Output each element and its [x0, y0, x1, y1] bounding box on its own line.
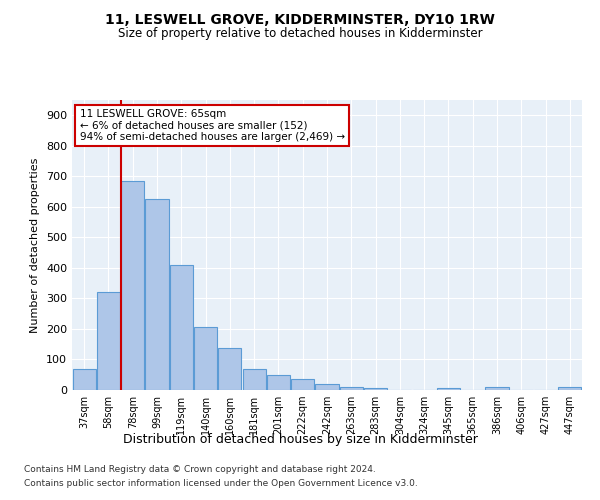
- Text: Size of property relative to detached houses in Kidderminster: Size of property relative to detached ho…: [118, 28, 482, 40]
- Text: Distribution of detached houses by size in Kidderminster: Distribution of detached houses by size …: [122, 432, 478, 446]
- Text: 11, LESWELL GROVE, KIDDERMINSTER, DY10 1RW: 11, LESWELL GROVE, KIDDERMINSTER, DY10 1…: [105, 12, 495, 26]
- Bar: [145, 199, 169, 390]
- Text: Contains public sector information licensed under the Open Government Licence v3: Contains public sector information licen…: [24, 479, 418, 488]
- Bar: [242, 368, 266, 390]
- Bar: [364, 388, 387, 390]
- Bar: [559, 387, 581, 390]
- Bar: [218, 348, 241, 390]
- Bar: [340, 387, 363, 390]
- Bar: [194, 328, 217, 390]
- Bar: [97, 292, 120, 390]
- Bar: [437, 388, 460, 390]
- Bar: [170, 265, 193, 390]
- Bar: [121, 181, 144, 390]
- Bar: [291, 380, 314, 390]
- Bar: [485, 387, 509, 390]
- Y-axis label: Number of detached properties: Number of detached properties: [31, 158, 40, 332]
- Bar: [316, 384, 338, 390]
- Bar: [73, 368, 95, 390]
- Bar: [267, 376, 290, 390]
- Text: Contains HM Land Registry data © Crown copyright and database right 2024.: Contains HM Land Registry data © Crown c…: [24, 466, 376, 474]
- Text: 11 LESWELL GROVE: 65sqm
← 6% of detached houses are smaller (152)
94% of semi-de: 11 LESWELL GROVE: 65sqm ← 6% of detached…: [80, 108, 345, 142]
